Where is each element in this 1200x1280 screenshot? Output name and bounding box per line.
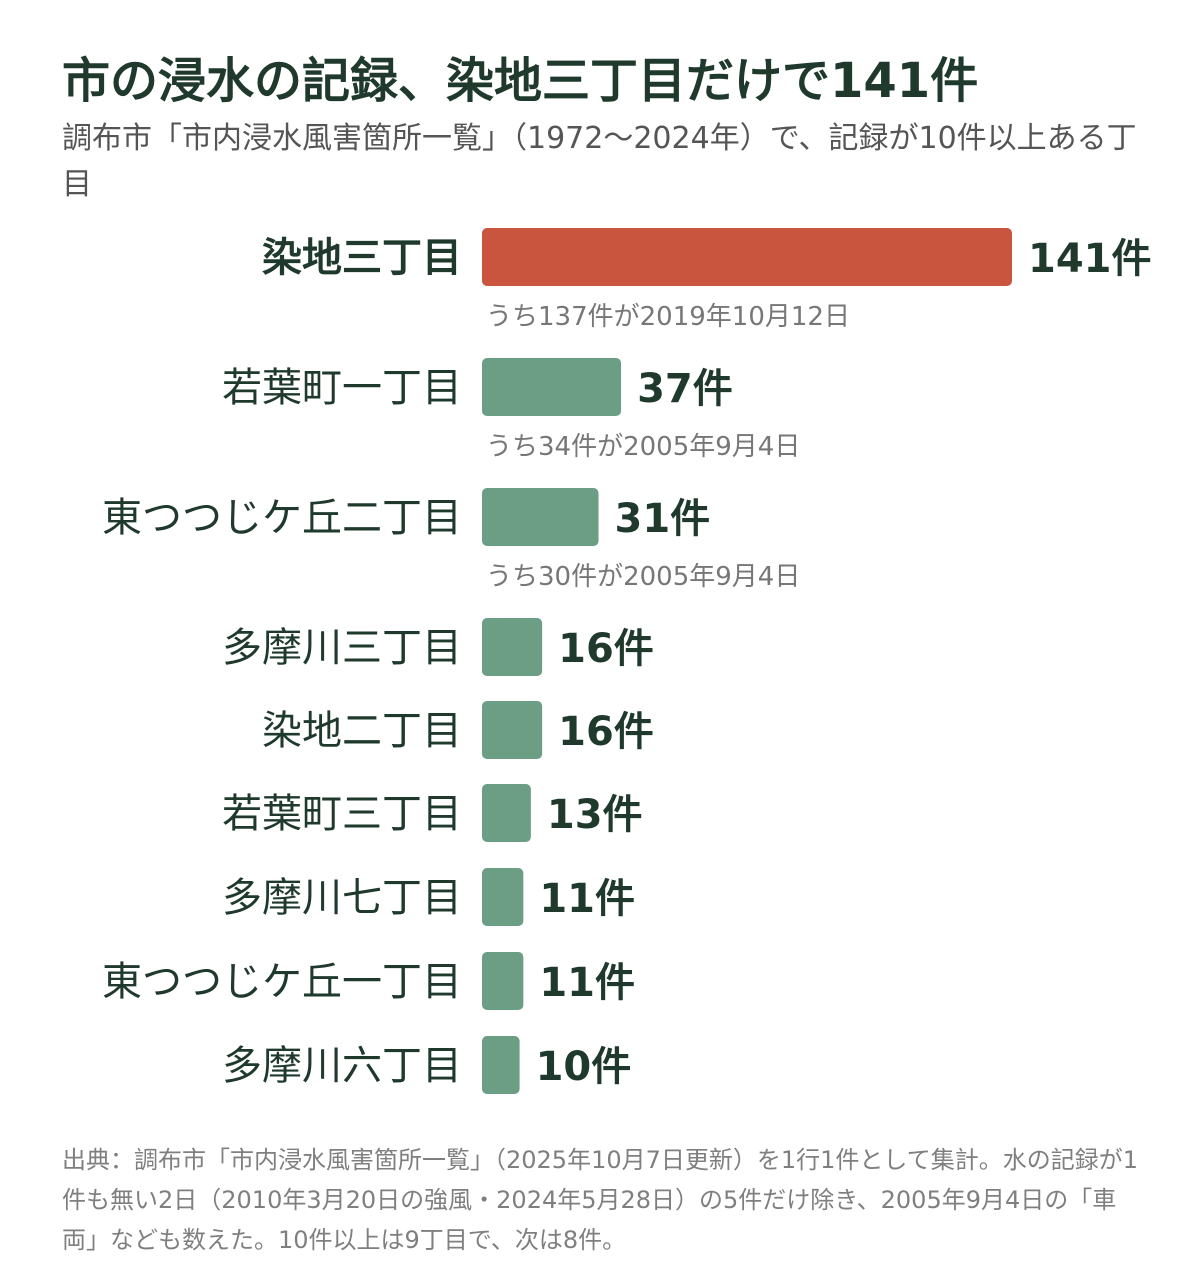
- bar: [482, 952, 524, 1010]
- value-label: 16件: [558, 709, 654, 755]
- chart-subtitle: 調布市「市内浸水風害箇所一覧」（1972〜2024年）で、記録が10件以上ある丁…: [62, 121, 1137, 202]
- bar: [482, 358, 622, 416]
- value-label: 31件: [615, 496, 711, 542]
- bar: [482, 1036, 520, 1094]
- chart-title: 市の浸水の記録、染地三丁目だけで141件: [62, 53, 979, 109]
- category-label: 染地二丁目: [262, 708, 462, 754]
- category-label: 若葉町一丁目: [222, 365, 462, 411]
- bar-annotation: うち30件が2005年9月4日: [486, 562, 800, 592]
- bar-annotation: うち137件が2019年10月12日: [486, 302, 850, 332]
- bar: [482, 488, 599, 546]
- bar: [482, 701, 543, 759]
- bar: [482, 784, 531, 842]
- category-label: 多摩川七丁目: [222, 875, 462, 921]
- bar-annotation: うち34件が2005年9月4日: [486, 432, 800, 462]
- bar: [482, 868, 524, 926]
- category-label: 東つつじケ丘二丁目: [102, 495, 462, 541]
- category-label: 多摩川六丁目: [222, 1043, 462, 1089]
- value-label: 10件: [536, 1044, 632, 1090]
- value-label: 37件: [637, 366, 733, 412]
- category-label: 若葉町三丁目: [222, 791, 462, 837]
- category-label: 多摩川三丁目: [222, 625, 462, 671]
- source-note: 出典：調布市「市内浸水風害箇所一覧」（2025年10月7日更新）を1行1件として…: [62, 1146, 1138, 1254]
- bar: [482, 618, 543, 676]
- category-label: 東つつじケ丘一丁目: [102, 959, 462, 1005]
- category-label: 染地三丁目: [262, 235, 462, 281]
- value-label: 11件: [539, 960, 635, 1006]
- bar: [482, 228, 1012, 286]
- value-label: 141件: [1028, 236, 1152, 282]
- value-label: 16件: [558, 626, 654, 672]
- value-label: 11件: [539, 876, 635, 922]
- value-label: 13件: [547, 792, 643, 838]
